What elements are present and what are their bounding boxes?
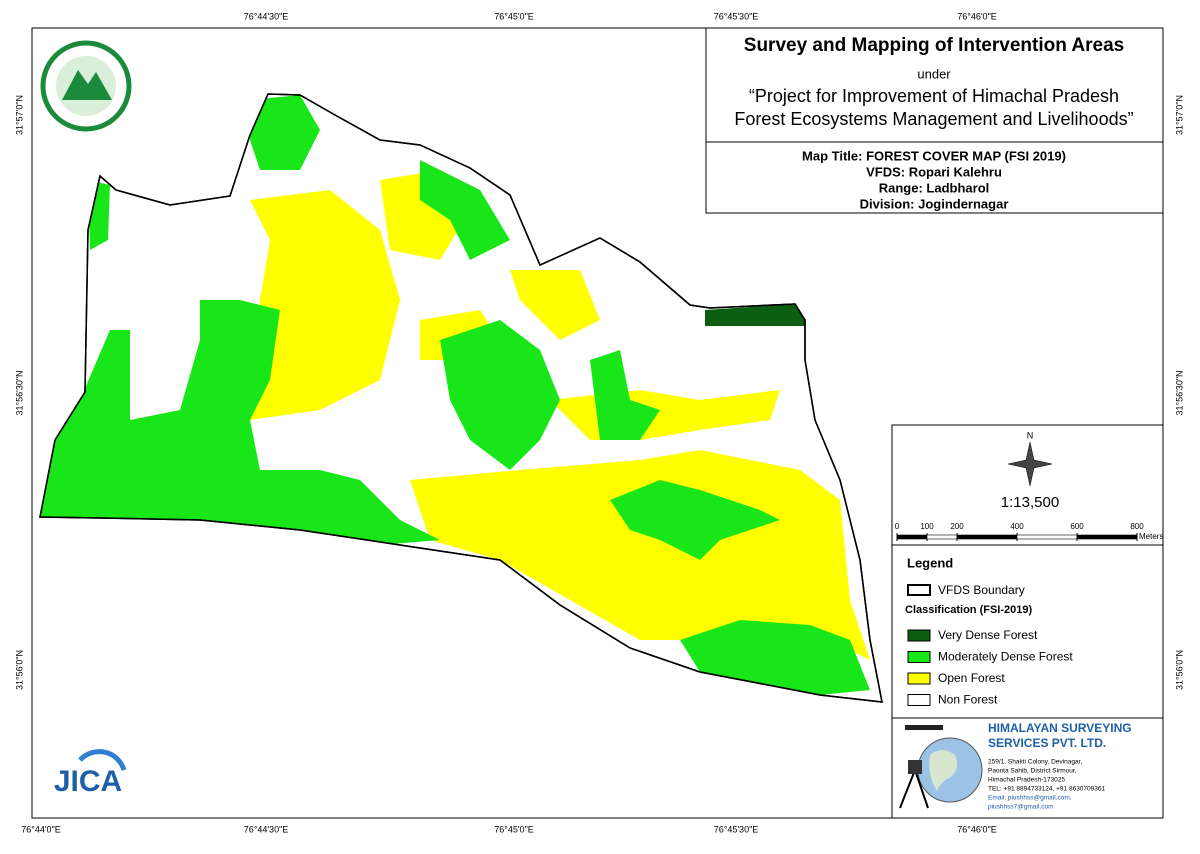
company-name: SERVICES PVT. LTD. [988, 736, 1106, 750]
scale-box [891, 424, 1164, 546]
lon-label: 76°46'0"E [957, 824, 997, 834]
scale-text: 1:13,500 [1001, 494, 1059, 511]
forest-patch [680, 620, 870, 695]
forest-patch [705, 304, 805, 326]
forest-patch [590, 350, 660, 440]
lon-label: 76°45'30"E [714, 824, 759, 834]
jica-logo: JICA [54, 765, 122, 798]
project-line: Forest Ecosystems Management and Livelih… [734, 109, 1133, 129]
north-label: N [1027, 430, 1034, 440]
forest-patch [420, 160, 510, 260]
legend-swatch [907, 672, 931, 685]
address-line: TEL: +91 8894733124, +91 8630709361 [988, 786, 1105, 793]
scale-segment [956, 534, 1018, 540]
north-arrow [1007, 441, 1053, 487]
jica-arc [78, 749, 127, 771]
scale-tick-label: 0 [895, 522, 900, 531]
vfds-boundary-line [39, 93, 883, 703]
lat-label: 31°56'30"N [14, 370, 24, 415]
company-name: HIMALAYAN SURVEYING [988, 721, 1132, 735]
legend-swatch [907, 694, 931, 706]
scale-segment [1016, 534, 1078, 540]
scale-segment [1076, 534, 1138, 540]
title-box [705, 27, 1164, 143]
lat-label: 31°57'0"N [1174, 95, 1184, 135]
info-box [705, 141, 1164, 214]
boundary-swatch [907, 584, 931, 596]
scale-segment [896, 534, 928, 540]
address-line: Email: piushhss@gmail.com, [988, 795, 1072, 802]
forest-patch [250, 95, 320, 170]
address-line: 259/1, Shakti Colony, Devinagar, [988, 759, 1082, 766]
legend-swatch [907, 651, 931, 663]
forest-patch [440, 320, 560, 470]
legend-title: Legend [907, 555, 953, 570]
scale-unit: Meters [1139, 532, 1163, 541]
map-info-line: Division: Jogindernagar [860, 196, 1009, 211]
scale-tick-label: 600 [1070, 522, 1084, 531]
scale-segment [926, 534, 958, 540]
lon-label: 76°44'30"E [244, 11, 289, 21]
address-line: Paonta Sahib, District Sirmour, [988, 768, 1077, 775]
scale-tick-label: 800 [1130, 522, 1144, 531]
map-info-line: VFDS: Ropari Kalehru [866, 164, 1002, 179]
project-line: “Project for Improvement of Himachal Pra… [749, 86, 1119, 106]
drone [905, 725, 943, 730]
forest-patch [510, 270, 600, 340]
logo-mountain [62, 70, 112, 100]
lon-label: 76°44'0"E [21, 824, 61, 834]
lat-label: 31°56'0"N [14, 650, 24, 690]
forest-patch [610, 480, 780, 560]
legend-label: VFDS Boundary [938, 583, 1025, 597]
legend-label: Open Forest [938, 671, 1005, 685]
under: under [917, 66, 951, 81]
classification-title: Classification (FSI-2019) [905, 604, 1032, 616]
forest-patch [40, 300, 440, 545]
forest-patch [250, 190, 400, 420]
lon-label: 76°46'0"E [957, 11, 997, 21]
globe-land [929, 750, 958, 791]
legend-box [891, 544, 1164, 719]
legend-label: Very Dense Forest [938, 628, 1038, 642]
title: Survey and Mapping of Intervention Areas [744, 35, 1124, 56]
map-info-line: Map Title: FOREST COVER MAP (FSI 2019) [802, 148, 1066, 163]
tripod [899, 769, 916, 809]
lat-label: 31°56'30"N [1174, 370, 1184, 415]
forest-cover [40, 95, 870, 695]
forest-patch [410, 450, 870, 660]
map-info-line: Range: Ladbharol [879, 180, 990, 195]
lon-label: 76°45'0"E [494, 11, 534, 21]
scale-tick-label: 200 [950, 522, 964, 531]
scale-tick-label: 100 [920, 522, 934, 531]
lat-label: 31°57'0"N [14, 95, 24, 135]
legend-label: Non Forest [938, 693, 998, 707]
lon-label: 76°45'30"E [714, 11, 759, 21]
legend-label: Moderately Dense Forest [938, 650, 1073, 664]
lat-label: 31°56'0"N [1174, 650, 1184, 690]
lon-label: 76°44'30"E [244, 824, 289, 834]
instrument [908, 760, 922, 774]
lon-label: 76°45'0"E [494, 824, 534, 834]
address-line: Himachal Pradesh-173025 [988, 777, 1065, 784]
scale-tick-label: 400 [1010, 522, 1024, 531]
address-line: piushhss7@gmail.com [988, 804, 1054, 811]
legend-swatch [907, 629, 931, 642]
tripod [914, 769, 929, 809]
